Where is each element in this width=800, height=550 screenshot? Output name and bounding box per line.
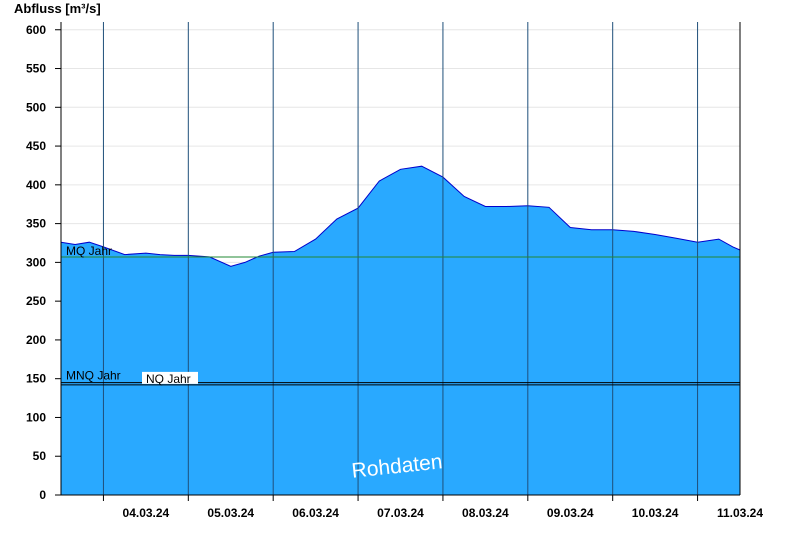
nq-label: NQ Jahr <box>146 372 191 386</box>
y-tick-label: 300 <box>26 255 46 269</box>
y-tick-label: 250 <box>26 294 46 308</box>
nq-label-background <box>142 371 198 384</box>
y-tick-label: 450 <box>26 139 46 153</box>
y-tick-label: 100 <box>26 410 46 424</box>
y-tick-label: 600 <box>26 23 46 37</box>
y-tick-label: 0 <box>39 488 46 502</box>
y-tick-label: 550 <box>26 62 46 76</box>
discharge-line <box>60 165 741 267</box>
y-tick-label: 200 <box>26 333 46 347</box>
mnq-label: MNQ Jahr <box>66 369 121 383</box>
x-tick-label: 07.03.24 <box>377 506 424 520</box>
x-tick-label: 10.03.24 <box>632 506 679 520</box>
y-axis-label: Abfluss [m³/s] <box>14 1 101 16</box>
plot-area: MQ Jahr MNQ Jahr NQ Jahr 0 50 100 150 200 250 300… <box>26 22 763 520</box>
x-tick-label: 09.03.24 <box>547 506 594 520</box>
mq-label: MQ Jahr <box>66 244 112 258</box>
y-tick-label: 350 <box>26 217 46 231</box>
x-tick-label: 05.03.24 <box>207 506 254 520</box>
y-tick-label: 150 <box>26 372 46 386</box>
y-tick-label: 500 <box>26 100 46 114</box>
y-tick-label: 50 <box>33 449 47 463</box>
x-tick-label: 11.03.24 <box>717 506 763 520</box>
discharge-area <box>61 166 740 495</box>
x-tick-label: 06.03.24 <box>292 506 339 520</box>
x-tick-label: 08.03.24 <box>462 506 509 520</box>
x-tick-label: 04.03.24 <box>123 506 170 520</box>
y-tick-label: 400 <box>26 178 46 192</box>
